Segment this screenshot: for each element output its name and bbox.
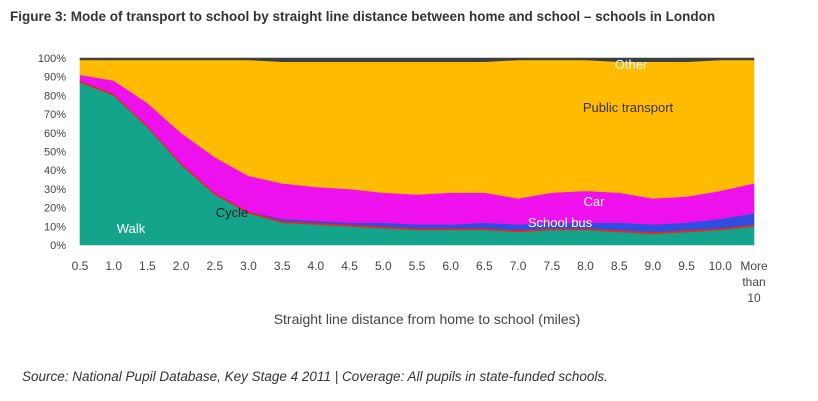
series-label-school-bus: School bus (528, 215, 593, 230)
x-tick-label: 3.0 (240, 259, 257, 273)
x-axis-label: Straight line distance from home to scho… (274, 311, 581, 327)
chart-title: Figure 3: Mode of transport to school by… (10, 9, 716, 24)
source-note: Source: National Pupil Database, Key Sta… (22, 369, 608, 384)
series-label-other: Other (615, 57, 648, 72)
x-tick-label: 9.5 (678, 259, 695, 273)
y-tick-label: 80% (44, 90, 66, 102)
x-tick-label: 2.5 (206, 259, 223, 273)
series-label-car: Car (584, 194, 606, 209)
x-tick-label: 1.0 (105, 259, 122, 273)
y-tick-label: 50% (44, 147, 66, 159)
x-tick-label: 1.5 (139, 259, 156, 273)
x-tick-label: 5.0 (375, 259, 392, 273)
area-layers (79, 57, 755, 246)
series-label-cycle: Cycle (216, 205, 249, 220)
y-tick-label: 20% (44, 203, 66, 215)
x-tick-label: 4.0 (308, 259, 325, 273)
x-tick-label: 5.5 (409, 259, 426, 273)
x-tick-label: 6.0 (442, 259, 459, 273)
y-tick-label: 10% (44, 221, 66, 233)
y-axis: 0% 10% 20% 30% 40% 50% 60% 70% 80% 90% 100% (38, 53, 66, 252)
series-label-public-transport: Public transport (583, 100, 674, 115)
x-tick-label: 4.5 (341, 259, 358, 273)
series-labels: Walk Cycle School bus Car Public transport Ot… (117, 57, 674, 236)
y-tick-label: 70% (44, 109, 66, 121)
x-tick-label: 10.0 (709, 259, 733, 273)
x-tick-label: 8.5 (611, 259, 628, 273)
x-tick-label: 2.0 (173, 259, 190, 273)
area-other (79, 57, 755, 62)
series-label-walk: Walk (117, 221, 146, 236)
y-tick-label: 30% (44, 184, 66, 196)
x-axis: 0.5 1.0 1.5 2.0 2.5 3.0 3.5 4.0 4.5 5.0 5.5 6.0 6.5 7… (72, 259, 768, 305)
x-tick-label: 6.5 (476, 259, 493, 273)
x-tick-label: 3.5 (274, 259, 291, 273)
y-tick-label: 60% (44, 128, 66, 140)
y-tick-label: 40% (44, 165, 66, 177)
y-tick-label: 90% (44, 72, 66, 84)
x-tick-label: More than 10 (740, 259, 768, 305)
x-tick-label: 0.5 (72, 259, 89, 273)
x-tick-label: 7.0 (510, 259, 527, 273)
y-tick-label: 100% (38, 53, 66, 65)
x-tick-label: 7.5 (543, 259, 560, 273)
x-tick-label: 8.0 (577, 259, 594, 273)
x-tick-label: 9.0 (645, 259, 662, 273)
y-tick-label: 0% (50, 240, 66, 252)
